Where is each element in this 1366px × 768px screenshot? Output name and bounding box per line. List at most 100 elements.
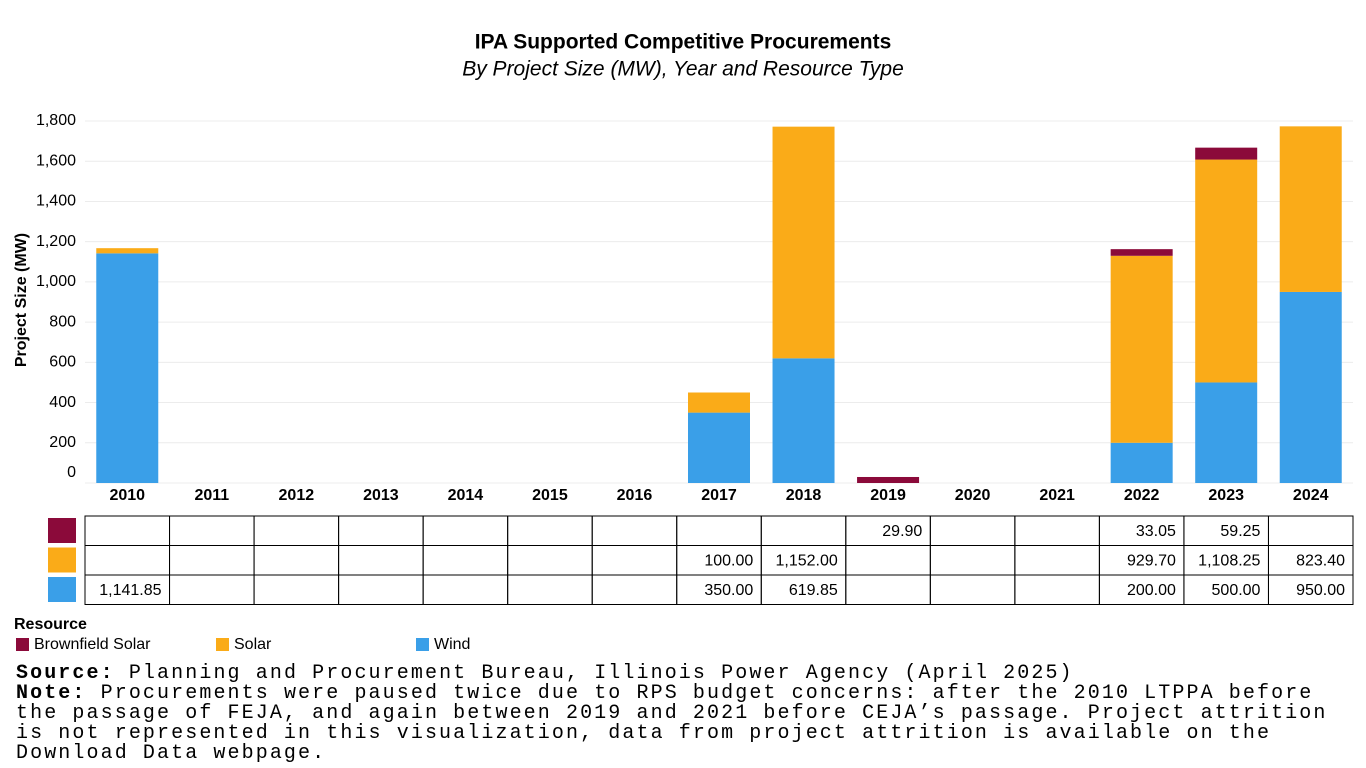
table-cell bbox=[422, 574, 509, 605]
table-value: 929.70 bbox=[1127, 552, 1176, 569]
table-cell bbox=[1014, 545, 1100, 576]
legend-swatch bbox=[416, 638, 429, 651]
legend-label: Brownfield Solar bbox=[34, 636, 151, 653]
bar-segment bbox=[857, 476, 920, 483]
table-value: 1,108.25 bbox=[1198, 552, 1260, 569]
x-tick-label: 2011 bbox=[194, 487, 229, 504]
x-tick-label: 2023 bbox=[1208, 487, 1244, 504]
y-tick-label: 1,200 bbox=[36, 233, 76, 250]
y-axis-title: Project Size (MW) bbox=[13, 233, 30, 367]
legend-label: Wind bbox=[434, 636, 470, 653]
table-cell bbox=[338, 545, 424, 576]
legend-swatch bbox=[216, 638, 229, 651]
table-value: 1,141.85 bbox=[99, 582, 161, 599]
table-value: 350.00 bbox=[704, 582, 753, 599]
table-value: 29.90 bbox=[882, 523, 922, 540]
table-cell bbox=[169, 515, 255, 546]
table-value: 823.40 bbox=[1296, 552, 1345, 569]
bar-segment bbox=[772, 358, 835, 483]
table-cell bbox=[84, 515, 171, 546]
source: Source: Planning and Procurement Bureau,… bbox=[16, 664, 1346, 684]
table-cell bbox=[169, 574, 255, 605]
table-value: 950.00 bbox=[1296, 582, 1345, 599]
table-cell bbox=[507, 574, 593, 605]
x-tick-label: 2016 bbox=[617, 487, 653, 504]
table-value: 59.25 bbox=[1220, 523, 1260, 540]
y-tick-label: 400 bbox=[49, 394, 76, 411]
table-cell bbox=[591, 515, 678, 546]
chart: IPA Supported Competitive Procurements B… bbox=[13, 31, 1354, 653]
bar-segment bbox=[96, 248, 159, 254]
bar-segment bbox=[1195, 382, 1258, 483]
chart-title: IPA Supported Competitive Procurements bbox=[475, 31, 892, 54]
table-cell bbox=[253, 515, 340, 546]
x-tick-label: 2013 bbox=[363, 487, 399, 504]
table-cell bbox=[845, 545, 931, 576]
x-tick-label: 2019 bbox=[870, 487, 906, 504]
source-text: Planning and Procurement Bureau, Illinoi… bbox=[128, 662, 1074, 685]
source-label: Source: bbox=[16, 662, 115, 685]
legend-title: Resource bbox=[14, 616, 87, 633]
x-tick-label: 2012 bbox=[279, 487, 315, 504]
y-tick-label: 1,800 bbox=[36, 112, 76, 129]
table-cell bbox=[338, 574, 424, 605]
y-tick-label: 800 bbox=[49, 313, 76, 330]
table-swatch bbox=[48, 547, 76, 573]
table-cell bbox=[507, 545, 593, 576]
y-tick-label: 1,400 bbox=[36, 193, 76, 210]
table-cell bbox=[760, 515, 847, 546]
legend-label: Solar bbox=[234, 636, 272, 653]
y-tick-label: 1,000 bbox=[36, 273, 76, 290]
table-cell bbox=[1267, 515, 1354, 546]
table-cell bbox=[929, 574, 1016, 605]
table-cell bbox=[422, 545, 509, 576]
bar-segment bbox=[96, 253, 159, 483]
footer: Source: Planning and Procurement Bureau,… bbox=[16, 664, 1346, 764]
table-value: 1,152.00 bbox=[776, 552, 838, 569]
bar-segment bbox=[1279, 126, 1342, 292]
bar-segment bbox=[1110, 249, 1173, 256]
table-cell bbox=[338, 515, 424, 546]
table-cell bbox=[676, 515, 762, 546]
bar-segment bbox=[1195, 159, 1258, 383]
table-cell bbox=[1014, 574, 1100, 605]
table-value: 33.05 bbox=[1136, 523, 1176, 540]
table-cell bbox=[1267, 574, 1354, 605]
table-swatch bbox=[48, 518, 76, 543]
x-tick-label: 2020 bbox=[955, 487, 991, 504]
x-tick-label: 2018 bbox=[786, 487, 822, 504]
table-cell bbox=[253, 545, 340, 576]
x-tick-label: 2010 bbox=[109, 487, 145, 504]
y-tick-label: 200 bbox=[49, 434, 76, 451]
x-tick-label: 2015 bbox=[532, 487, 568, 504]
table-cell bbox=[84, 545, 171, 576]
bar-segment bbox=[1110, 255, 1173, 443]
bar-segment bbox=[688, 392, 750, 413]
note: Note: Procurements were paused twice due… bbox=[16, 684, 1346, 764]
table-cell bbox=[845, 574, 931, 605]
x-tick-label: 2022 bbox=[1124, 487, 1160, 504]
table-cell bbox=[422, 515, 509, 546]
x-tick-label: 2024 bbox=[1293, 487, 1329, 504]
x-tick-label: 2021 bbox=[1039, 487, 1075, 504]
table-cell bbox=[591, 545, 678, 576]
note-label: Note: bbox=[16, 682, 87, 705]
x-tick-label: 2014 bbox=[448, 487, 484, 504]
y-tick-label: 1,600 bbox=[36, 152, 76, 169]
table-cell bbox=[253, 574, 340, 605]
bar-segment bbox=[772, 126, 835, 359]
chart-subtitle: By Project Size (MW), Year and Resource … bbox=[462, 58, 904, 81]
table-value: 100.00 bbox=[704, 552, 753, 569]
table-cell bbox=[929, 515, 1016, 546]
table-cell bbox=[591, 574, 678, 605]
y-tick-label: 600 bbox=[49, 354, 76, 371]
bar-segment bbox=[1110, 442, 1173, 483]
bar-segment bbox=[688, 412, 750, 483]
y-tick-label: 0 bbox=[67, 464, 76, 481]
note-text: Procurements were paused twice due to RP… bbox=[16, 682, 1328, 765]
bar-segment bbox=[1195, 147, 1258, 160]
bar-segment bbox=[1279, 291, 1342, 483]
legend-swatch bbox=[16, 638, 29, 651]
table-cell bbox=[507, 515, 593, 546]
